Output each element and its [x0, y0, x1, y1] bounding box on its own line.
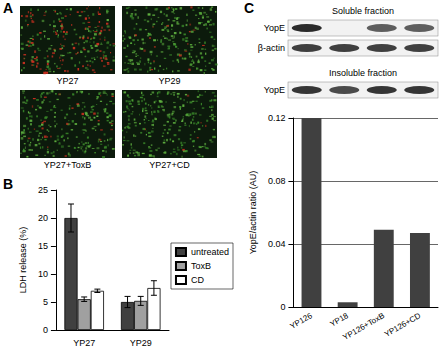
svg-text:Soluble fraction: Soluble fraction [332, 6, 394, 16]
svg-text:YP18: YP18 [328, 311, 350, 329]
svg-text:0.04: 0.04 [268, 239, 286, 249]
svg-text:0: 0 [43, 325, 48, 335]
svg-text:YopE: YopE [264, 85, 285, 95]
svg-text:LDH release (%): LDH release (%) [18, 227, 28, 294]
svg-text:YP27: YP27 [56, 76, 78, 86]
svg-text:Insoluble fraction: Insoluble fraction [329, 68, 397, 78]
svg-text:20: 20 [38, 213, 48, 223]
svg-text:0.08: 0.08 [268, 176, 286, 186]
svg-text:5: 5 [43, 297, 48, 307]
html-text:A: A [3, 0, 14, 16]
svg-text:10: 10 [38, 269, 48, 279]
svg-text:YP29: YP29 [130, 338, 152, 348]
svg-text:YP27: YP27 [73, 338, 95, 348]
svg-text:YP29: YP29 [158, 76, 180, 86]
svg-text:YopE: YopE [264, 23, 285, 33]
svg-text:CD: CD [191, 275, 204, 285]
svg-text:untreated: untreated [191, 247, 229, 257]
svg-text:YP27+ToxB: YP27+ToxB [44, 160, 91, 170]
html-text:B: B [3, 176, 14, 192]
svg-text:0: 0 [280, 302, 285, 312]
svg-text:YP126+CD: YP126+CD [383, 311, 422, 339]
svg-text:15: 15 [38, 241, 48, 251]
svg-text:25: 25 [38, 185, 48, 195]
html-text:C: C [244, 0, 255, 16]
svg-text:YopE/actin ratio (AU): YopE/actin ratio (AU) [248, 171, 258, 255]
svg-text:0.12: 0.12 [268, 113, 286, 123]
svg-text:YP27+CD: YP27+CD [149, 160, 190, 170]
svg-text:YP126+ToxB: YP126+ToxB [341, 311, 386, 342]
svg-text:YP126: YP126 [288, 311, 314, 331]
svg-text:β-actin: β-actin [258, 43, 285, 53]
svg-text:ToxB: ToxB [191, 261, 211, 271]
